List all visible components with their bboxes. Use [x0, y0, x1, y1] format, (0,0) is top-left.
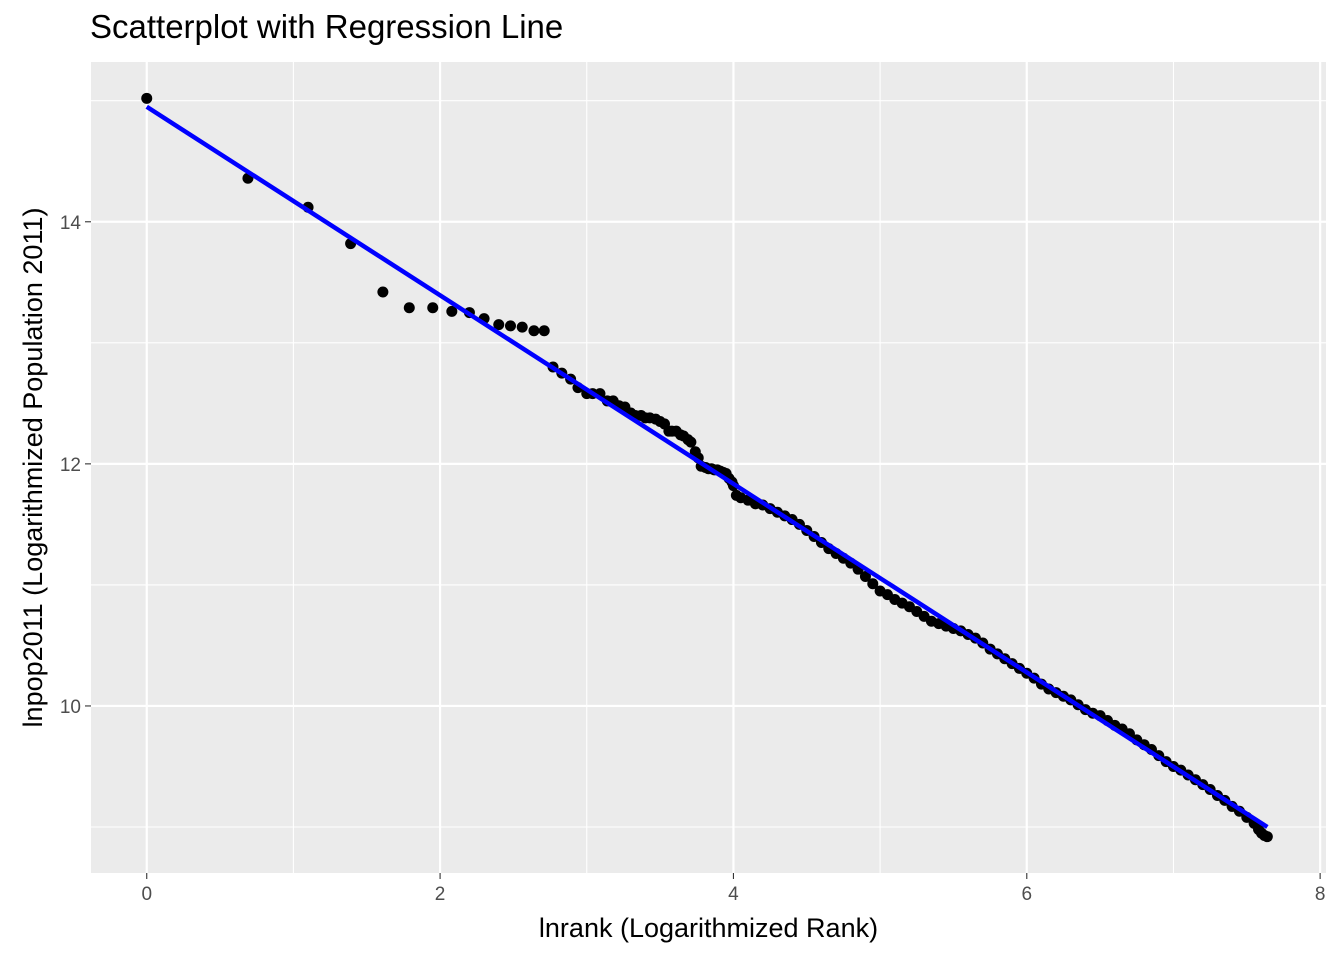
- regression-line: [145, 104, 1269, 829]
- x-tick-label: 4: [728, 884, 739, 905]
- data-point: [403, 302, 415, 314]
- x-tick-label: 8: [1315, 884, 1326, 905]
- data-point: [141, 92, 153, 104]
- data-point: [685, 436, 697, 448]
- y-tick-label: 12: [60, 455, 81, 476]
- x-axis-title: lnrank (Logarithmized Rank): [539, 913, 878, 943]
- data-point: [538, 325, 550, 337]
- data-point: [516, 321, 528, 333]
- axis-ticks: [85, 221, 1321, 879]
- data-point: [867, 578, 879, 590]
- data-point: [528, 325, 540, 337]
- data-point: [493, 319, 505, 331]
- y-axis-title: lnpop2011 (Logarithmized Population 2011…: [18, 208, 48, 728]
- y-tick-label: 14: [60, 213, 82, 234]
- x-tick-label: 2: [435, 884, 446, 905]
- data-point: [504, 320, 516, 332]
- major-gridlines: [91, 62, 1326, 873]
- y-tick-label: 10: [60, 697, 81, 718]
- chart-title: Scatterplot with Regression Line: [90, 8, 564, 45]
- x-tick-label: 6: [1021, 884, 1032, 905]
- data-point: [377, 286, 389, 298]
- regression-layer: [145, 104, 1269, 829]
- tick-labels: 0 2 4 6 8 10 12 14: [60, 213, 1326, 905]
- minor-gridlines: [91, 62, 1326, 873]
- data-point: [1261, 831, 1273, 843]
- data-point: [427, 302, 439, 314]
- data-point: [446, 305, 458, 317]
- x-tick-label: 0: [141, 884, 152, 905]
- data-point: [859, 570, 871, 582]
